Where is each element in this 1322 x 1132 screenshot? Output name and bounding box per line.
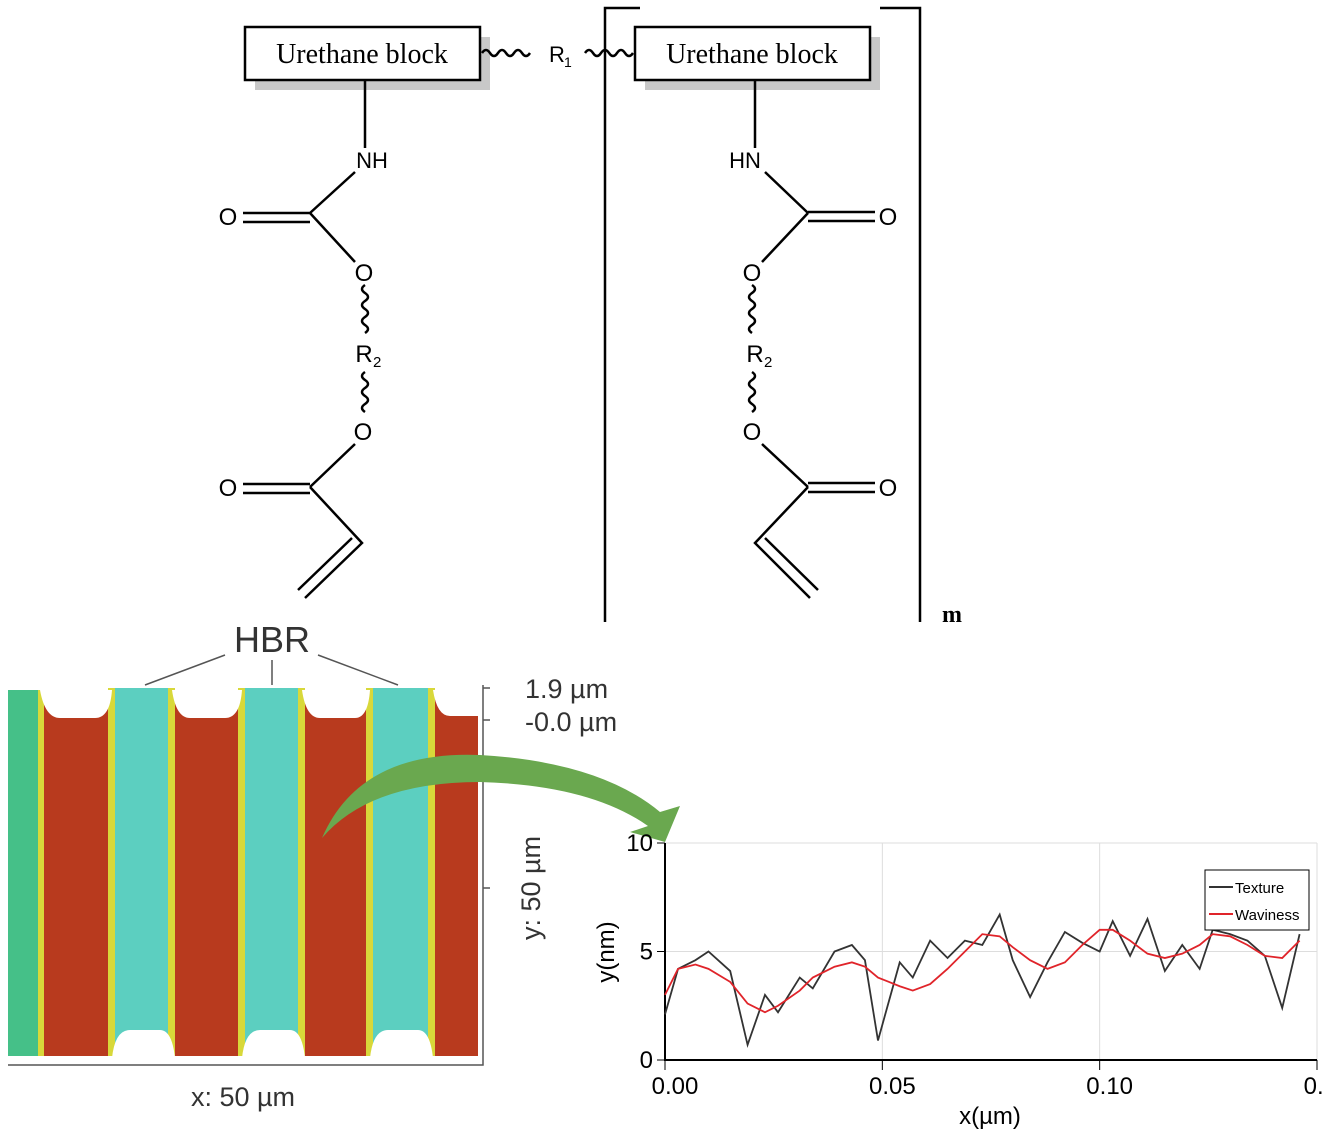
x-tick-label: 0.05 (869, 1073, 916, 1100)
atom-label: R (746, 341, 763, 368)
afm-label: HBR (234, 619, 310, 660)
x-tick-label: 0.00 (652, 1073, 699, 1100)
block-box (633, 25, 872, 82)
ridge-edge (168, 688, 175, 1056)
ridge (8, 690, 38, 1056)
ridge-edge (238, 688, 246, 1056)
left-bonds (243, 80, 370, 599)
x-size: x: 50 µm (191, 1082, 295, 1112)
repeat-label: m (942, 602, 962, 628)
atom-label: R (549, 42, 565, 67)
legend-label: Texture (1235, 880, 1284, 897)
atom-subscript: 1 (564, 54, 572, 70)
wavy-bond (480, 48, 635, 58)
bracket (603, 6, 922, 622)
atom-label: R (355, 341, 372, 368)
atom-subscript: 2 (764, 354, 772, 371)
atom-label: O (743, 260, 762, 287)
atom-label: NH (356, 148, 388, 173)
atom-subscript: 2 (373, 354, 381, 371)
legend-box (1204, 869, 1310, 931)
ridge-edge (108, 688, 116, 1056)
line-chart: x(µm) y(nm) 0 5 10 0.00 0.05 0.10 0.15 Texture W… (593, 830, 1322, 1130)
ridge-edge (298, 688, 305, 1056)
atom-label: O (879, 204, 898, 231)
z-min: -0.0 µm (525, 707, 617, 737)
atom-label: O (879, 475, 898, 502)
y-axis-label: y(nm) (593, 921, 620, 982)
data-line (664, 912, 1301, 1049)
y-size: y: 50 µm (516, 836, 546, 940)
atom-label: O (219, 475, 238, 502)
y-tick-label: 5 (640, 939, 653, 966)
ridge (245, 688, 300, 1056)
atom-label: O (354, 419, 373, 446)
afm-axis (8, 685, 490, 1066)
ridge-edge (428, 688, 435, 1056)
atom-label: O (743, 419, 762, 446)
ridge-edge (366, 688, 374, 1056)
pointer-line (144, 654, 399, 686)
legend-label: Waviness (1235, 907, 1299, 924)
afm-image: HBR 1.9 µm -0.0 µm y: 50 µm x: 50 µm (8, 619, 680, 1112)
y-tick-label: 10 (626, 830, 653, 857)
structure: Urethane block Urethane block R 1 NH HN … (219, 6, 962, 628)
atom-label: HN (729, 148, 761, 173)
right-bonds (747, 80, 875, 599)
y-tick-label: 0 (640, 1047, 653, 1074)
ridge (115, 688, 170, 1056)
x-tick-label: 0.15 (1304, 1073, 1322, 1100)
axis (664, 843, 1317, 1061)
block-label: Urethane block (276, 39, 448, 70)
block-box (243, 25, 482, 82)
x-axis-label: x(µm) (959, 1103, 1021, 1130)
x-tick-label: 0.10 (1086, 1073, 1133, 1100)
atom-label: O (355, 260, 374, 287)
z-max: 1.9 µm (525, 674, 608, 704)
ridge (373, 688, 430, 1056)
arrow (322, 754, 680, 842)
atom-label: O (219, 204, 238, 231)
ridge-edge (38, 690, 44, 1056)
data-line (664, 928, 1301, 1014)
block-label: Urethane block (666, 39, 838, 70)
